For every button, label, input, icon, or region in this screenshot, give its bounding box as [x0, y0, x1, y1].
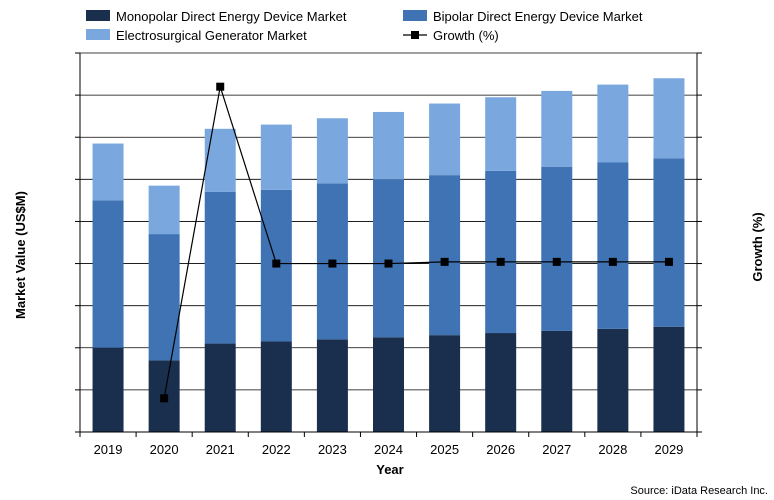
bar-segment-3-2023	[316, 118, 348, 184]
x-tick-label-2020: 2020	[150, 442, 179, 457]
growth-marker-2025	[440, 257, 449, 266]
bar-segment-3-2026	[485, 97, 517, 171]
x-tick-label-2027: 2027	[542, 442, 571, 457]
bar-segment-1-2019	[92, 347, 124, 432]
x-tick-label-2024: 2024	[374, 442, 403, 457]
legend-swatch-3	[86, 29, 110, 40]
x-tick-label-2019: 2019	[94, 442, 123, 457]
x-tick-label-2023: 2023	[318, 442, 347, 457]
growth-line	[163, 86, 669, 399]
x-tick-label-2026: 2026	[486, 442, 515, 457]
bar-segment-3-2028	[597, 84, 629, 163]
bar-segment-3-2020	[148, 185, 180, 235]
y2-axis-title: Growth (%)	[750, 212, 765, 281]
bar-segment-1-2025	[429, 335, 461, 432]
legend-label-3: Electrosurgical Generator Market	[116, 28, 307, 43]
bar-segment-3-2021	[204, 128, 236, 192]
bar-segment-2-2024	[373, 179, 404, 338]
legend-swatch-2	[403, 10, 427, 21]
legend-label-2: Bipolar Direct Energy Device Market	[433, 9, 643, 24]
bar-stacks	[92, 78, 685, 432]
bar-segment-2-2028	[597, 162, 629, 329]
bar-segment-1-2028	[597, 328, 629, 432]
growth-marker-2028	[608, 257, 617, 266]
bar-segment-1-2027	[541, 330, 573, 432]
bar-segment-1-2029	[653, 326, 685, 432]
growth-marker-2021	[216, 82, 225, 91]
bar-segment-1-2024	[373, 337, 404, 432]
bar-segment-3-2027	[541, 90, 573, 167]
growth-marker-2022	[272, 259, 281, 268]
bar-segment-1-2023	[316, 339, 348, 432]
growth-line-series	[160, 82, 673, 403]
bar-segment-3-2025	[429, 103, 461, 176]
bar-segment-3-2022	[260, 124, 292, 190]
growth-marker-2024	[384, 259, 393, 268]
growth-marker-2026	[496, 257, 505, 266]
source-note: Source: iData Research Inc.	[630, 485, 768, 497]
bar-segment-2-2020	[148, 234, 180, 361]
growth-marker-2027	[552, 257, 561, 266]
bar-segment-2-2029	[653, 158, 685, 327]
legend-marker-swatch	[411, 31, 419, 39]
bar-segment-1-2026	[485, 333, 517, 432]
bar-segment-2-2027	[541, 166, 573, 331]
bar-segment-2-2021	[204, 191, 236, 344]
legend: Monopolar Direct Energy Device Market Bip…	[86, 9, 643, 43]
growth-marker-2020	[160, 394, 169, 403]
y-axis-title: Market Value (US$M)	[13, 191, 28, 319]
axes	[75, 52, 702, 437]
bar-segment-2-2025	[429, 175, 461, 336]
bar-segment-3-2019	[92, 143, 124, 201]
x-tick-label-2029: 2029	[654, 442, 683, 457]
x-tick-label-2028: 2028	[598, 442, 627, 457]
x-tick-label-2021: 2021	[206, 442, 235, 457]
x-tick-label-2025: 2025	[430, 442, 459, 457]
x-tick-labels: 2019 2020 2021 2022 2023 2024 2025 2026 2027 2028…	[94, 442, 684, 457]
bar-segment-2-2019	[92, 200, 124, 348]
growth-marker-2029	[664, 257, 673, 266]
growth-marker-2023	[328, 259, 337, 268]
bar-segment-1-2021	[204, 343, 236, 432]
bar-segment-1-2022	[260, 341, 292, 432]
legend-label-4: Growth (%)	[433, 28, 499, 43]
bar-segment-3-2024	[373, 111, 404, 180]
x-tick-label-2022: 2022	[262, 442, 291, 457]
legend-label-1: Monopolar Direct Energy Device Market	[116, 9, 347, 24]
x-axis-title: Year	[376, 462, 403, 477]
bar-segment-3-2029	[653, 78, 685, 159]
legend-swatch-1	[86, 10, 110, 21]
bar-segment-2-2026	[485, 170, 517, 334]
